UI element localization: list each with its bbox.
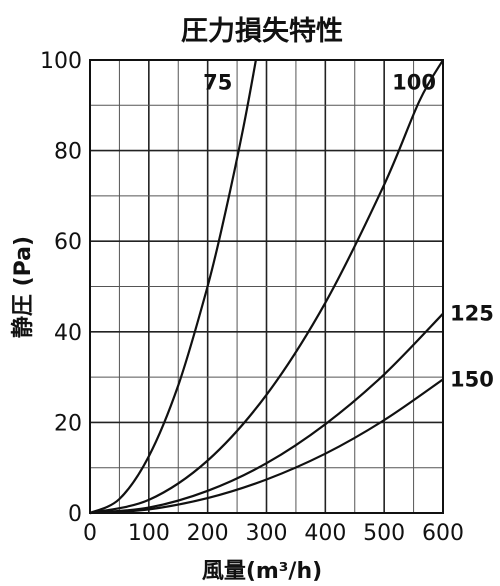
series-curves	[89, 59, 444, 515]
y-axis-label: 静圧 (Pa)	[10, 236, 36, 338]
x-axis-label: 風量(m³/h)	[202, 559, 322, 584]
plot-frame	[89, 59, 444, 514]
x-tick-label: 200	[187, 521, 229, 546]
grid-lines	[90, 60, 443, 513]
series-label-100: 100	[392, 70, 436, 94]
y-tick-label: 80	[54, 140, 82, 165]
y-tick-label: 40	[54, 321, 82, 346]
series-label-125: 125	[450, 302, 494, 326]
series-line-150	[89, 378, 444, 515]
y-tick-label: 20	[54, 411, 82, 436]
y-tick-label: 100	[40, 49, 82, 74]
x-tick-label: 400	[304, 521, 346, 546]
y-tick-label: 60	[54, 230, 82, 255]
x-tick-label: 0	[83, 521, 97, 546]
series-labels: 75 100 125 150	[203, 70, 494, 391]
y-tick-labels: 0 20 40 60 80 100	[40, 49, 82, 527]
y-tick-label: 0	[68, 502, 82, 527]
chart-title: 圧力損失特性	[181, 16, 343, 47]
series-label-75: 75	[203, 70, 232, 94]
x-tick-label: 300	[246, 521, 288, 546]
series-line-75	[89, 59, 257, 515]
series-line-125	[89, 312, 444, 515]
x-tick-label: 600	[422, 521, 464, 546]
x-tick-labels: 0 100 200 300 400 500 600	[83, 521, 464, 546]
x-tick-label: 500	[363, 521, 405, 546]
x-tick-label: 100	[128, 521, 170, 546]
series-line-100	[89, 59, 444, 515]
series-label-150: 150	[450, 367, 494, 391]
